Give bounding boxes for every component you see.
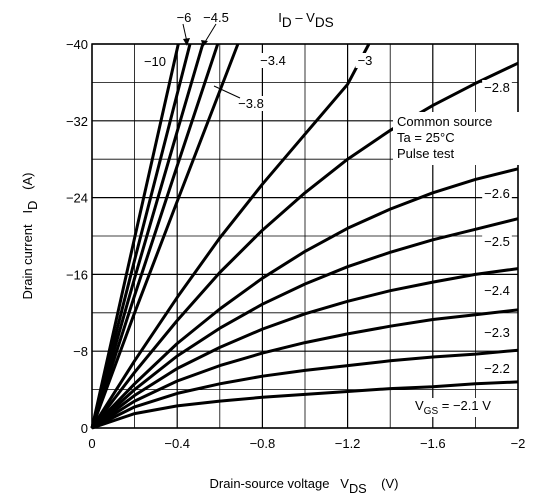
x-tick-label: −1.2 — [335, 436, 361, 451]
curve — [91, 308, 519, 430]
y-tick-label: −24 — [66, 191, 88, 206]
x-axis-label-part: Drain-source voltage V — [209, 476, 349, 491]
label-leader — [213, 85, 241, 99]
label-bg — [482, 80, 512, 95]
series-label: −2.4 — [482, 283, 512, 298]
label-bg — [482, 325, 512, 340]
annotation: Ta = 25°C — [397, 130, 455, 145]
y-tick-label: −16 — [66, 267, 88, 282]
series-label: −2.6 — [482, 186, 512, 201]
series-label: −3 — [355, 53, 375, 68]
y-axis-label-part: (A) — [20, 172, 35, 200]
series-name: −6 — [177, 10, 192, 25]
curve — [91, 348, 519, 430]
curve — [90, 167, 519, 430]
x-tick-label: −0.8 — [250, 436, 276, 451]
chart-title-part: DS — [315, 15, 334, 30]
series-name: −3.8 — [238, 96, 264, 111]
chart-title-part: D — [282, 15, 292, 30]
y-axis-label-part: Drain current I — [20, 210, 35, 300]
series-label: −2.3 — [482, 325, 512, 340]
y-tick-label: −32 — [66, 114, 88, 129]
y-axis-label: Drain current ID (A) — [20, 172, 40, 299]
series-name: −2.1 V — [453, 398, 491, 413]
series-name: −2.6 — [484, 186, 510, 201]
label-bg — [413, 398, 494, 417]
curve — [90, 43, 192, 429]
series-label: −3.8 — [236, 96, 266, 111]
series-label: −6 — [177, 10, 192, 25]
series-name: −2.8 — [484, 80, 510, 95]
label-arrow — [204, 23, 217, 43]
x-tick-label: −0.4 — [164, 436, 190, 451]
curve — [90, 43, 205, 429]
label-bg — [236, 96, 266, 111]
x-tick-label: −1.6 — [420, 436, 446, 451]
series-label: −4.5 — [203, 10, 229, 25]
y-tick-label: −40 — [66, 37, 88, 52]
label-bg — [482, 361, 512, 376]
label-bg — [482, 283, 512, 298]
series-label: −10 — [141, 54, 169, 69]
series-label: −2.2 — [482, 361, 512, 376]
series-name: −10 — [144, 54, 166, 69]
series-name: −2.2 — [484, 361, 510, 376]
series-name: −2.5 — [484, 234, 510, 249]
series-label: −2.5 — [482, 234, 512, 249]
series-name: −4.5 — [203, 10, 229, 25]
x-axis-label-part: (V) — [367, 476, 399, 491]
x-tick-label: −2 — [511, 436, 526, 451]
chart-title-part: – V — [292, 10, 315, 25]
label-bg — [141, 54, 169, 69]
annotation: Pulse test — [397, 146, 454, 161]
annotation-box — [393, 112, 521, 165]
series-name: −3.4 — [260, 53, 286, 68]
curve — [90, 43, 180, 429]
series-label-text: VGS = −2.1 V — [415, 398, 491, 417]
curve — [90, 217, 519, 430]
series-label: VGS = −2.1 V — [413, 398, 494, 417]
y-tick-label: 0 — [81, 421, 88, 436]
y-tick-label: −8 — [73, 344, 88, 359]
curve — [90, 43, 240, 429]
x-axis-label-part: DS — [349, 481, 367, 496]
series-name: −2.3 — [484, 325, 510, 340]
y-axis-label-part: D — [25, 201, 40, 210]
label-bg — [482, 234, 512, 249]
plot-frame — [91, 43, 519, 429]
x-tick-label: 0 — [88, 436, 95, 451]
annotation: Common source — [397, 114, 492, 129]
curve — [90, 61, 519, 429]
chart-title: ID – VDS — [278, 10, 333, 30]
label-arrow-head — [183, 38, 190, 46]
curve — [91, 380, 519, 430]
label-bg — [258, 53, 288, 68]
curve — [90, 43, 220, 429]
curve — [90, 43, 371, 429]
legend-prefix: GS — [424, 406, 439, 417]
x-axis-label: Drain-source voltage VDS (V) — [209, 476, 398, 496]
series-name: −3 — [358, 53, 373, 68]
legend-prefix: V — [415, 398, 424, 413]
series-label: −3.4 — [258, 53, 288, 68]
series-name: −2.4 — [484, 283, 510, 298]
series-label: −2.8 — [482, 80, 512, 95]
curve — [91, 267, 519, 430]
legend-prefix: = — [438, 398, 453, 413]
chart-title-part: I — [278, 10, 282, 25]
label-bg — [355, 53, 375, 68]
label-bg — [482, 186, 512, 201]
